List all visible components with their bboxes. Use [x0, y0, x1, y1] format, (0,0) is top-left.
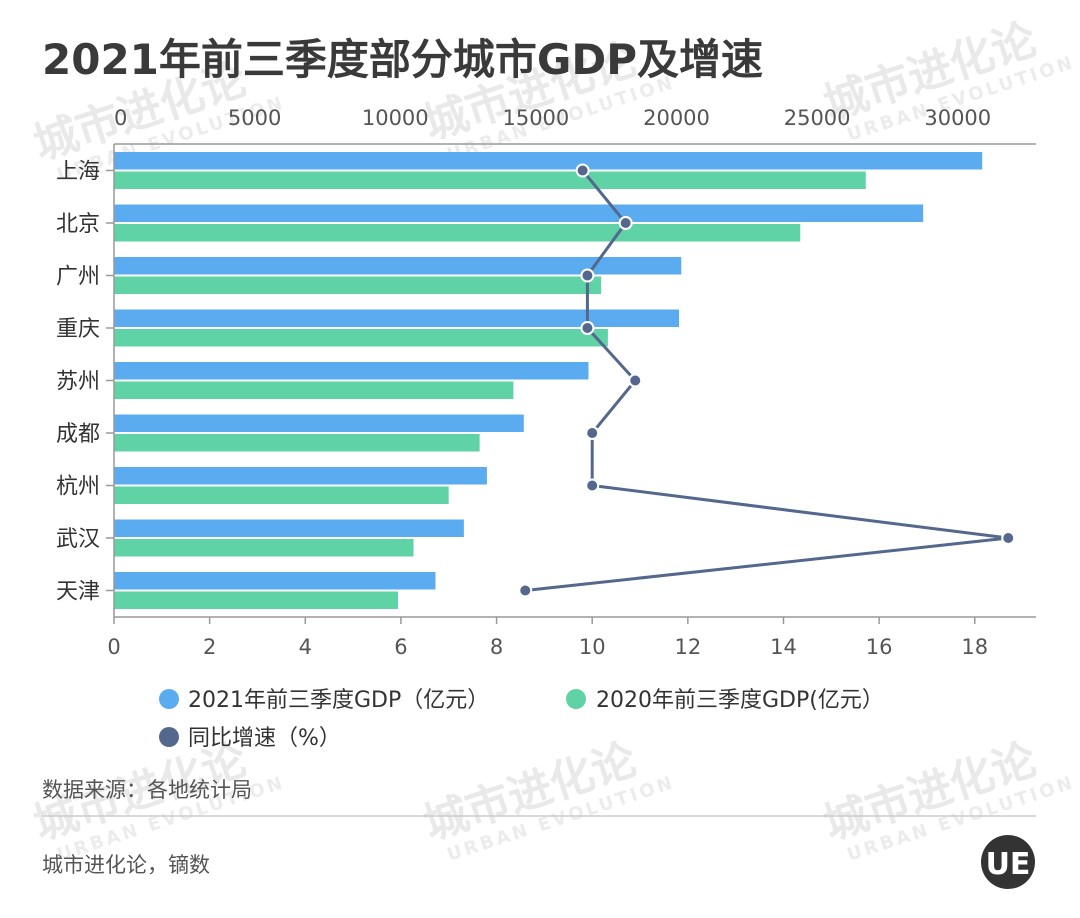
growth-line-layer	[518, 163, 1016, 598]
bar-2021[interactable]	[114, 309, 680, 328]
bar-2020[interactable]	[114, 276, 602, 295]
top-tick-label: 15000	[502, 106, 569, 130]
bar-2021[interactable]	[114, 519, 464, 538]
logo-circle	[981, 835, 1035, 889]
growth-point[interactable]	[575, 163, 590, 178]
bar-2021[interactable]	[114, 204, 924, 223]
legend-label-2020: 2020年前三季度GDP(亿元）	[596, 688, 884, 713]
legend-item-2021[interactable]: 2021年前三季度GDP（亿元）	[159, 688, 489, 713]
growth-point[interactable]	[585, 426, 600, 440]
category-label: 上海	[56, 160, 100, 185]
chart-title: 2021年前三季度部分城市GDP及增速	[42, 35, 763, 84]
category-label: 广州	[56, 265, 100, 290]
category-label: 苏州	[56, 370, 100, 395]
bar-2021[interactable]	[114, 152, 983, 170]
bar-2021[interactable]	[114, 362, 589, 380]
bar-2020[interactable]	[114, 539, 414, 557]
bottom-tick-label: 0	[107, 635, 120, 659]
top-tick-label: 25000	[784, 106, 851, 130]
legend: 2021年前三季度GDP（亿元） 2020年前三季度GDP(亿元） 同比增速（%…	[159, 688, 884, 751]
category-label: 成都	[56, 422, 100, 447]
growth-point[interactable]	[585, 478, 600, 493]
bar-2020[interactable]	[114, 171, 866, 190]
category-label: 重庆	[56, 317, 100, 342]
legend-label-growth: 同比增速（%）	[188, 726, 341, 751]
category-label: 北京	[56, 212, 100, 237]
category-label: 武汉	[56, 527, 100, 552]
growth-point[interactable]	[1001, 531, 1016, 545]
top-tick-label: 30000	[924, 106, 991, 130]
top-tick-label: 20000	[643, 106, 710, 130]
bottom-axis: 0 2 4 6 8 10 12 14 16 18	[107, 617, 988, 659]
legend-marker-2021	[159, 689, 179, 709]
bottom-tick-label: 16	[866, 635, 893, 659]
bar-2020[interactable]	[114, 486, 449, 505]
bar-layer	[114, 152, 983, 610]
bar-2020[interactable]	[114, 329, 608, 347]
bottom-tick-label: 4	[299, 635, 312, 659]
brand-logo: UE	[981, 835, 1035, 889]
bottom-tick-label: 14	[770, 635, 797, 659]
legend-marker-2020	[566, 689, 586, 709]
top-axis: 0 5000 10000 15000 20000 25000 30000	[114, 106, 991, 130]
legend-item-2020[interactable]: 2020年前三季度GDP(亿元）	[566, 688, 884, 713]
growth-point[interactable]	[518, 583, 533, 598]
top-tick-label: 0	[114, 106, 127, 130]
source-text: 数据来源：各地统计局	[42, 778, 252, 802]
credit-text: 城市进化论，镝数	[42, 853, 210, 877]
category-label: 杭州	[56, 475, 100, 500]
growth-point[interactable]	[618, 216, 633, 230]
logo-text: UE	[986, 847, 1031, 882]
bar-2021[interactable]	[114, 572, 436, 590]
bar-2021[interactable]	[114, 414, 524, 433]
bar-2020[interactable]	[114, 434, 480, 452]
bottom-tick-label: 6	[394, 635, 407, 659]
bottom-tick-label: 2	[203, 635, 216, 659]
legend-item-growth[interactable]: 同比增速（%）	[159, 726, 341, 751]
bar-2020[interactable]	[114, 381, 514, 400]
top-tick-label: 5000	[228, 106, 281, 130]
bottom-tick-label: 18	[961, 635, 988, 659]
bar-2020[interactable]	[114, 591, 399, 610]
bottom-tick-label: 10	[579, 635, 606, 659]
bar-2021[interactable]	[114, 257, 682, 275]
bar-2020[interactable]	[114, 224, 801, 242]
bottom-tick-label: 12	[674, 635, 701, 659]
growth-point[interactable]	[580, 321, 595, 335]
legend-label-2021: 2021年前三季度GDP（亿元）	[188, 688, 489, 713]
top-tick-label: 10000	[362, 106, 429, 130]
growth-point[interactable]	[580, 268, 595, 283]
bottom-tick-label: 8	[490, 635, 503, 659]
growth-point[interactable]	[628, 373, 643, 388]
legend-marker-growth	[159, 727, 179, 747]
bar-2021[interactable]	[114, 467, 487, 485]
category-label: 天津	[56, 580, 100, 605]
